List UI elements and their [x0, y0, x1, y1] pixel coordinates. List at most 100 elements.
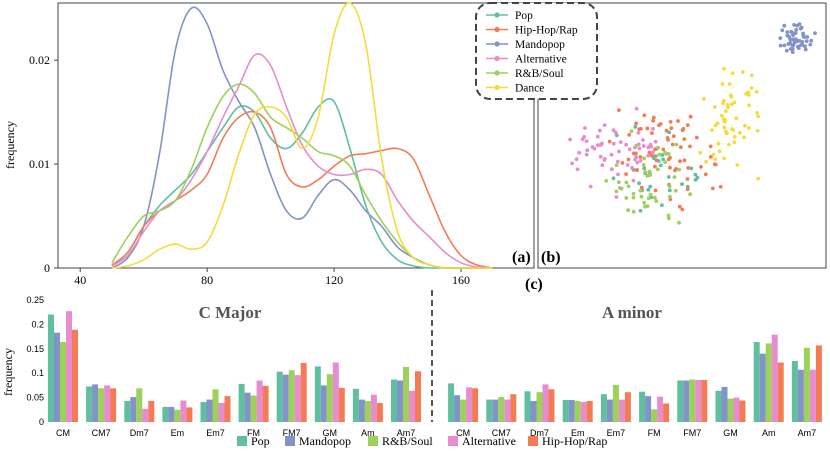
bar-x-tick-label: FM	[648, 428, 661, 438]
scatter-point-pop	[660, 153, 665, 157]
bar-alternative	[104, 385, 111, 422]
scatter-point-pop	[667, 188, 672, 193]
scatter-point-alternative	[597, 128, 602, 133]
bar-pop	[600, 394, 607, 422]
bar-alternative	[657, 396, 664, 422]
scatter-point-r-b-soul	[629, 129, 634, 134]
bar-hip-hop-rap	[148, 401, 155, 422]
bar-hip-hop-rap	[224, 396, 231, 422]
scatter-point-dance	[742, 135, 746, 140]
scatter-point-dance	[722, 125, 727, 130]
scatter-point-r-b-soul	[673, 188, 678, 193]
scatter-point-alternative	[634, 106, 639, 111]
scatter-point-alternative	[585, 148, 590, 153]
bar-mandopop	[606, 399, 613, 422]
bar-r-b-soul	[536, 392, 543, 422]
scatter-point-dance	[732, 135, 737, 139]
bar-alternative	[66, 311, 72, 422]
bar-alternative	[370, 394, 377, 422]
bar-alternative	[771, 334, 778, 422]
bar-mandopop	[759, 353, 766, 422]
bar-y-tick-label: 0.2	[31, 319, 44, 329]
scatter-point-mandopop	[797, 38, 802, 43]
scatter-point-dance	[713, 157, 718, 162]
scatter-point-dance	[722, 98, 726, 103]
kde-line-chart: frequency 40 80 120 160 0 0.01 0.02 (a)	[3, 2, 535, 287]
bar-hip-hop-rap	[701, 380, 708, 422]
scatter-point-pop	[693, 172, 698, 177]
scatter-point-hip-hop-rap	[637, 127, 642, 131]
kde-plot-frame	[57, 2, 535, 269]
bar-mandopop	[168, 406, 175, 422]
scatter-point-mandopop	[782, 23, 787, 28]
bar-x-tick-label: CM7	[492, 428, 511, 438]
bar-r-b-soul	[60, 342, 66, 422]
scatter-point-alternative	[651, 150, 655, 155]
scatter-point-alternative	[616, 172, 620, 177]
scatter-point-dance	[740, 70, 745, 74]
scatter-point-r-b-soul	[654, 199, 659, 204]
bar-y-tick-label: 0.1	[31, 368, 44, 378]
scatter-point-r-b-soul	[631, 209, 636, 214]
bar-axis-ticks: 0 0.05 0.1 0.15 0.2 0.25 CM CM7 Dm7 Em Em7 FM FM7 GM A…	[26, 295, 816, 438]
bar-r-b-soul	[250, 395, 257, 422]
scatter-point-r-b-soul	[646, 196, 651, 201]
scatter-point-hip-hop-rap	[669, 126, 674, 131]
kde-y-tick-label: 0	[44, 261, 50, 275]
scatter-point-alternative	[634, 155, 639, 160]
bar-pop	[352, 388, 359, 422]
scatter-point-hip-hop-rap	[653, 147, 657, 152]
legend-label: Pop	[515, 10, 533, 22]
bar-mandopop	[206, 399, 213, 422]
scatter-point-mandopop	[778, 36, 783, 40]
bar-pop	[162, 406, 169, 422]
bar-pop	[715, 390, 722, 422]
bar-mandopop	[54, 332, 60, 422]
scatter-point-hip-hop-rap	[678, 159, 682, 164]
scatter-point-alternative	[615, 159, 620, 164]
bar-alternative	[618, 399, 625, 422]
scatter-point-alternative	[592, 146, 597, 151]
legend-dot	[494, 84, 500, 91]
scatter-point-mandopop	[801, 31, 805, 36]
scatter-point-mandopop	[802, 35, 806, 39]
scatter-point-dance	[729, 102, 734, 107]
bar-alternative	[504, 399, 511, 422]
bar-legend-swatch	[237, 436, 247, 446]
bar-pop	[48, 314, 54, 422]
legend-dot	[494, 55, 500, 62]
bar-mandopop	[130, 397, 137, 422]
bar-hip-hop-rap	[472, 388, 479, 422]
bar-x-tick-label: Dm7	[530, 428, 549, 438]
bar-alternative	[542, 384, 549, 422]
bar-mandopop	[320, 385, 327, 422]
scatter-point-dance	[698, 150, 703, 155]
scatter-point-mandopop	[803, 44, 807, 49]
scatter-point-hip-hop-rap	[688, 144, 692, 149]
scatter-point-alternative	[598, 154, 603, 159]
scatter-point-r-b-soul	[653, 195, 657, 200]
bar-r-b-soul	[651, 409, 658, 422]
scatter-point-dance	[704, 159, 708, 164]
scatter-point-hip-hop-rap	[661, 147, 666, 152]
bar-mandopop	[683, 380, 690, 422]
scatter-point-dance	[730, 71, 735, 76]
scatter-point-mandopop	[789, 47, 793, 51]
legend-box	[475, 2, 598, 100]
bar-mandopop	[454, 395, 461, 422]
bar-r-b-soul	[174, 409, 181, 422]
bar-x-tick-label: Am7	[798, 428, 817, 438]
scatter-point-alternative	[568, 137, 572, 142]
scatter-point-hip-hop-rap	[703, 172, 708, 177]
bar-pop	[124, 401, 131, 422]
scatter-point-alternative	[648, 142, 653, 147]
bar-mandopop	[530, 401, 537, 422]
bar-y-axis-label: frequency	[1, 348, 15, 396]
scatter-point-mandopop	[790, 31, 795, 36]
scatter-point-dance	[717, 149, 722, 154]
bar-x-tick-label: FM	[247, 428, 260, 438]
scatter-point-alternative	[636, 131, 641, 135]
scatter-point-mandopop	[796, 44, 800, 49]
scatter-point-r-b-soul	[666, 213, 671, 218]
